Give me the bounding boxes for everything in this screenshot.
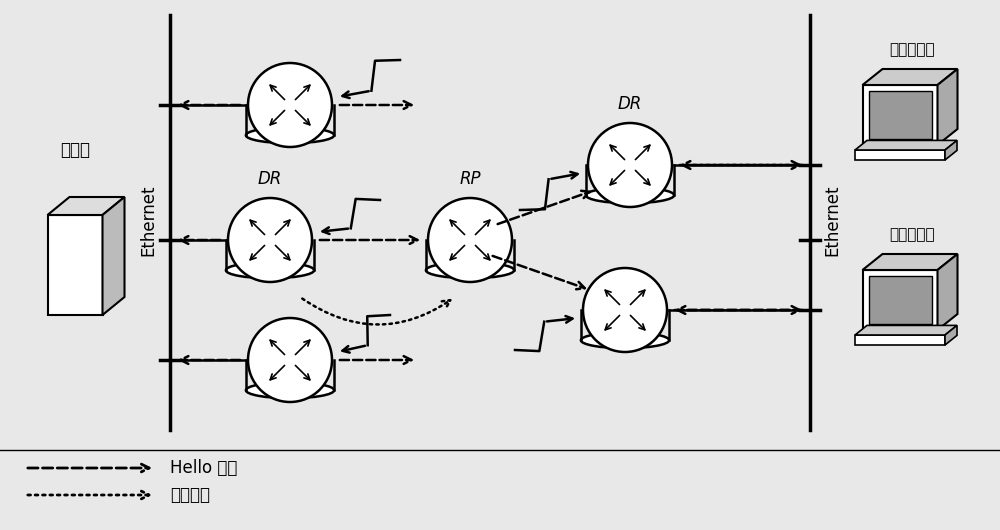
Text: Ethernet: Ethernet xyxy=(139,184,157,256)
Ellipse shape xyxy=(246,382,334,398)
Polygon shape xyxy=(862,85,938,145)
Ellipse shape xyxy=(246,127,334,143)
Polygon shape xyxy=(868,276,932,324)
Text: 注册报文: 注册报文 xyxy=(170,486,210,504)
Ellipse shape xyxy=(581,332,669,348)
Text: Ethernet: Ethernet xyxy=(823,184,841,256)
Polygon shape xyxy=(938,69,958,145)
Polygon shape xyxy=(855,325,957,335)
Polygon shape xyxy=(868,91,932,139)
Circle shape xyxy=(248,318,332,402)
Polygon shape xyxy=(855,140,957,150)
Text: 组播接收者: 组播接收者 xyxy=(889,42,935,57)
Ellipse shape xyxy=(426,262,514,278)
Circle shape xyxy=(583,268,667,352)
Text: 组播接收者: 组播接收者 xyxy=(889,227,935,243)
Text: RP: RP xyxy=(459,170,481,188)
Polygon shape xyxy=(862,69,958,85)
Ellipse shape xyxy=(226,262,314,278)
Polygon shape xyxy=(862,270,938,330)
Circle shape xyxy=(248,63,332,147)
Polygon shape xyxy=(862,254,958,270)
Polygon shape xyxy=(103,197,124,315)
Text: DR: DR xyxy=(258,170,282,188)
Polygon shape xyxy=(855,150,945,160)
Polygon shape xyxy=(48,197,124,215)
Polygon shape xyxy=(855,335,945,345)
Circle shape xyxy=(428,198,512,282)
Circle shape xyxy=(588,123,672,207)
Circle shape xyxy=(228,198,312,282)
Text: DR: DR xyxy=(618,95,642,113)
Ellipse shape xyxy=(586,187,674,203)
Text: Hello 报文: Hello 报文 xyxy=(170,459,237,477)
Polygon shape xyxy=(945,140,957,160)
Polygon shape xyxy=(945,325,957,345)
Polygon shape xyxy=(938,254,958,330)
Text: 组播源: 组播源 xyxy=(60,141,90,159)
Polygon shape xyxy=(48,215,103,315)
